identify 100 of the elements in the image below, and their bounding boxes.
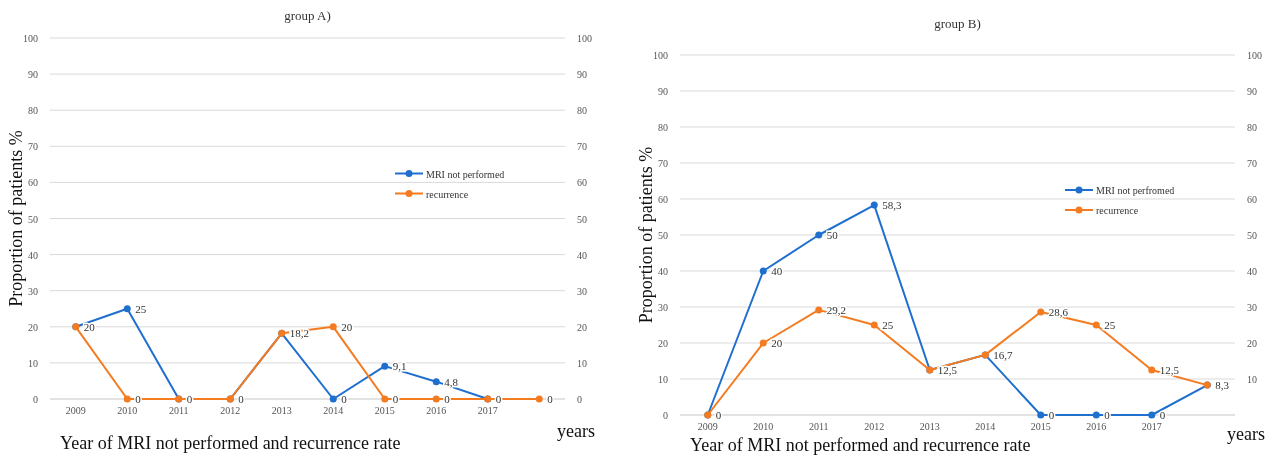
x-tick-label: 2016 [426, 405, 447, 416]
y2-tick-label: 30 [577, 285, 587, 297]
x-tick-label: 2011 [168, 405, 189, 416]
y2-tick-label: 50 [577, 213, 587, 225]
point [1148, 411, 1156, 419]
y2-tick-label: 40 [1247, 266, 1257, 277]
y-tick-label: 70 [658, 158, 668, 169]
data-label: 50 [826, 229, 839, 241]
x-tick-label: 2010 [753, 421, 774, 432]
y-tick-label: 0 [663, 410, 668, 421]
x-tick-label: 2014 [323, 405, 344, 416]
y-axis-title: Proportion of patients % [6, 130, 26, 307]
y2-tick-label: 90 [1247, 86, 1257, 97]
text: years [1227, 424, 1265, 444]
point [123, 395, 131, 403]
data-label: 0 [495, 393, 502, 405]
point [432, 395, 440, 403]
y2-tick-label: 100 [1247, 50, 1262, 61]
text: years [557, 421, 595, 441]
x-tick-label: 2015 [1030, 421, 1051, 432]
x-tick-label: 2011 [808, 421, 829, 432]
x-tick-label: 2009 [65, 405, 86, 416]
data-label: 25 [1104, 319, 1116, 331]
point [1092, 411, 1100, 419]
data-label: 0 [715, 409, 722, 421]
y-tick-label: 40 [658, 266, 668, 277]
data-label: 58,3 [882, 199, 902, 212]
data-label: 0 [1159, 409, 1166, 421]
x-tick-label: 2015 [374, 405, 395, 416]
chart-title: group B) [934, 16, 981, 31]
y2-tick-label: 100 [577, 33, 592, 44]
point [329, 395, 337, 403]
y2-tick-label: 80 [577, 105, 587, 117]
y-tick-label: 10 [28, 357, 38, 369]
y-tick-label: 70 [28, 141, 38, 153]
point [759, 339, 767, 347]
data-label: 25 [135, 302, 147, 315]
data-label: 40 [771, 265, 783, 277]
x-tick-label: 2009 [697, 421, 718, 432]
x-tick-label: 2017 [1141, 421, 1162, 432]
y-tick-label: 90 [658, 86, 668, 97]
y-tick-label: 50 [28, 213, 38, 225]
y2-tick-label: 20 [1247, 338, 1257, 349]
y-tick-label: 60 [658, 194, 668, 205]
x-tick-label: 2013 [271, 405, 292, 416]
y-tick-label: 80 [28, 105, 38, 117]
data-label: 0 [238, 393, 245, 405]
y2-tick-label: 90 [577, 69, 587, 81]
y-tick-label: 0 [33, 394, 38, 405]
y-tick-label: 10 [658, 374, 668, 385]
y2-tick-label: 70 [577, 141, 587, 153]
data-label: 0 [186, 393, 193, 405]
legend-label: recurrence [426, 188, 469, 200]
y-tick-label: 90 [28, 69, 38, 81]
x-tick-label: 2010 [117, 405, 138, 416]
legend-label: recurrence [1096, 205, 1139, 216]
y-tick-label: 80 [658, 122, 668, 133]
y2-tick-label: 40 [577, 249, 587, 261]
data-label: 29,2 [826, 303, 846, 316]
data-label: 0 [392, 393, 399, 405]
data-label: 20 [771, 337, 783, 349]
chart-title: group A) [284, 8, 331, 23]
data-label: 0 [341, 393, 348, 405]
point [815, 306, 823, 314]
x-tick-label: 2013 [919, 421, 940, 432]
y2-tick-label: 80 [1247, 122, 1257, 133]
point [432, 378, 440, 386]
x-tick-label: 2012 [864, 421, 885, 432]
y2-tick-label: 50 [1247, 230, 1257, 241]
x-tick-label: 2012 [220, 405, 241, 416]
y2-tick-label: 10 [1247, 374, 1257, 385]
y-tick-label: 30 [658, 302, 668, 313]
y-tick-label: 40 [28, 249, 38, 261]
legend-label: MRI not perfromed [1096, 185, 1175, 196]
y2-tick-label: 60 [1247, 194, 1257, 205]
y2-tick-label: 10 [577, 357, 587, 369]
x-tick-label: 2014 [975, 421, 996, 432]
y-tick-label: 100 [653, 50, 668, 61]
data-label: 12,5 [937, 364, 958, 376]
x-tick-label: 2016 [1086, 421, 1107, 432]
data-label: 28,6 [1048, 306, 1069, 319]
y2-tick-label: 20 [577, 321, 587, 333]
data-label: 0 [547, 393, 554, 405]
y-axis-title: Proportion of patients % [636, 146, 656, 324]
y2-tick-label: 30 [1247, 302, 1257, 313]
x-axis-title: Year of MRI not performed and recurrence rate [690, 435, 1031, 455]
x-tick-label: 2017 [477, 405, 498, 416]
y2-tick-label: 0 [577, 394, 582, 405]
y-tick-label: 50 [658, 230, 668, 241]
point [535, 395, 543, 403]
data-label: 12,5 [1159, 364, 1180, 376]
point [329, 323, 337, 331]
point [381, 362, 389, 370]
point [1148, 366, 1156, 374]
data-label: 8,3 [1215, 379, 1230, 392]
y-tick-label: 20 [658, 338, 668, 349]
data-label: 25 [882, 319, 894, 331]
point [815, 231, 823, 239]
x-axis-title: Year of MRI not performed and recurrence rate [60, 433, 401, 453]
point [123, 305, 131, 313]
